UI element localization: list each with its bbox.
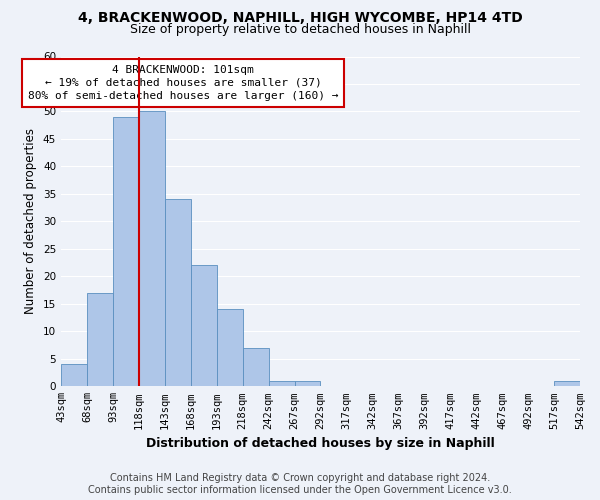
Bar bbox=[217, 310, 242, 386]
Bar bbox=[269, 381, 295, 386]
Text: Size of property relative to detached houses in Naphill: Size of property relative to detached ho… bbox=[130, 22, 470, 36]
Bar bbox=[554, 381, 580, 386]
X-axis label: Distribution of detached houses by size in Naphill: Distribution of detached houses by size … bbox=[146, 437, 495, 450]
Bar bbox=[61, 364, 87, 386]
Text: 4, BRACKENWOOD, NAPHILL, HIGH WYCOMBE, HP14 4TD: 4, BRACKENWOOD, NAPHILL, HIGH WYCOMBE, H… bbox=[77, 11, 523, 25]
Bar bbox=[87, 293, 113, 386]
Bar bbox=[139, 112, 165, 386]
Y-axis label: Number of detached properties: Number of detached properties bbox=[25, 128, 37, 314]
Bar bbox=[113, 117, 139, 386]
Bar bbox=[165, 200, 191, 386]
Bar bbox=[295, 381, 320, 386]
Bar bbox=[191, 266, 217, 386]
Bar bbox=[242, 348, 269, 387]
Text: Contains HM Land Registry data © Crown copyright and database right 2024.
Contai: Contains HM Land Registry data © Crown c… bbox=[88, 474, 512, 495]
Text: 4 BRACKENWOOD: 101sqm
← 19% of detached houses are smaller (37)
80% of semi-deta: 4 BRACKENWOOD: 101sqm ← 19% of detached … bbox=[28, 64, 338, 101]
